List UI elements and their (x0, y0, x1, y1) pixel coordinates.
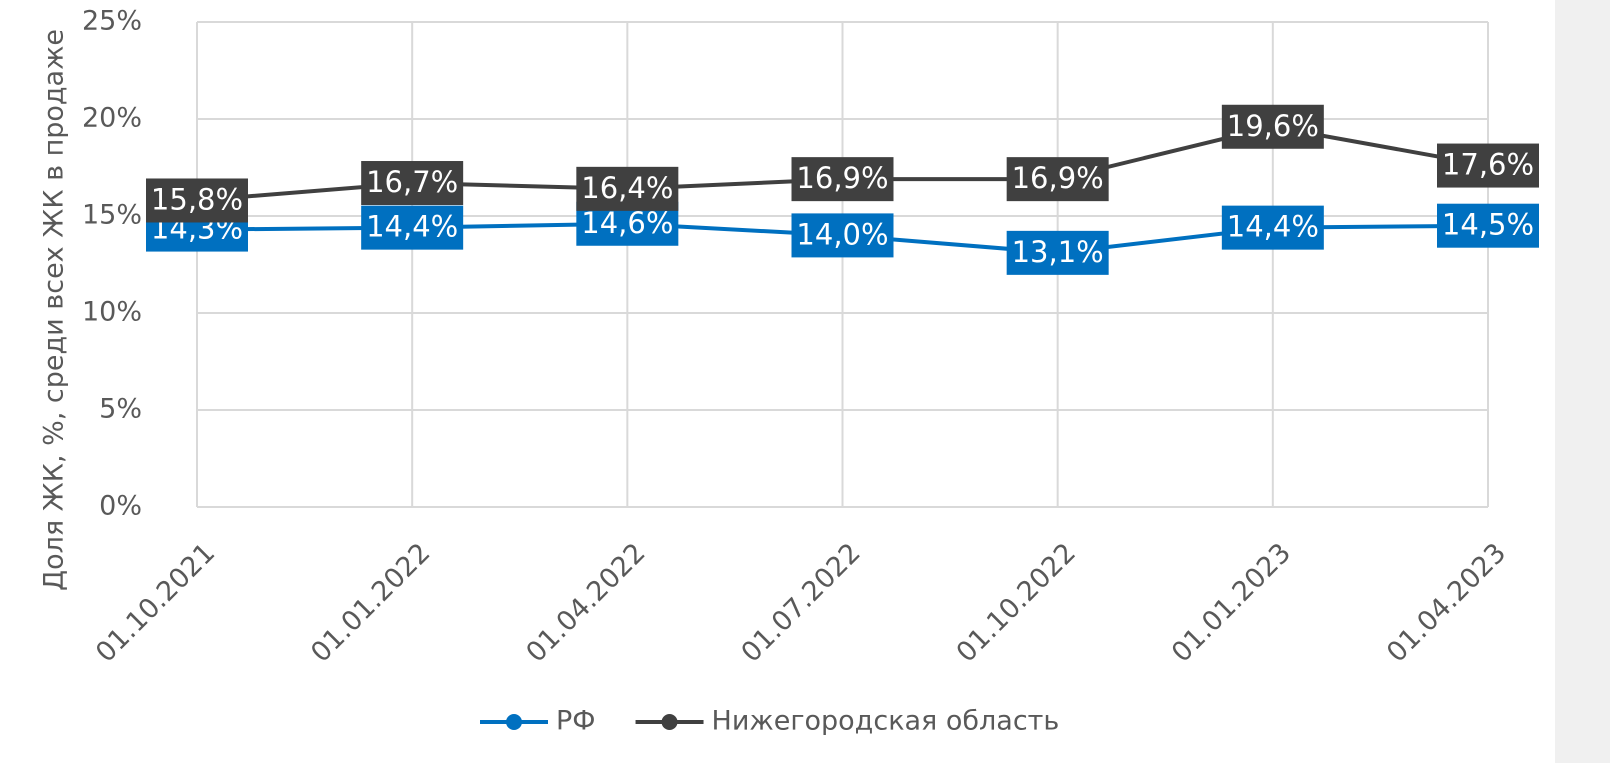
y-tick-label: 25% (82, 6, 142, 37)
data-label: 14,6% (581, 206, 673, 240)
data-label-box (146, 178, 248, 223)
data-label-box (791, 157, 894, 202)
data-label-box (1221, 205, 1324, 250)
x-tick-label: 01.10.2022 (951, 537, 1082, 668)
data-label-box (361, 161, 464, 206)
x-tick-label: 01.10.2021 (90, 537, 221, 668)
data-label: 14,0% (796, 217, 888, 251)
data-label-box (1006, 157, 1109, 202)
data-label: 14,4% (1227, 210, 1319, 244)
x-tick-label: 01.01.2023 (1166, 537, 1297, 668)
x-tick-label: 01.07.2022 (736, 537, 867, 668)
data-label-box (576, 166, 679, 211)
y-tick-label: 10% (82, 297, 142, 328)
legend-label: РФ (556, 706, 596, 737)
data-label: 13,1% (1012, 235, 1104, 269)
data-label: 16,7% (366, 165, 458, 199)
legend-marker (506, 714, 522, 730)
legend-label: Нижегородская область (712, 706, 1060, 737)
y-tick-label: 5% (99, 394, 142, 425)
y-tick-label: 20% (82, 103, 142, 134)
data-label-box (1437, 203, 1539, 248)
data-label: 14,4% (366, 210, 458, 244)
y-tick-label: 15% (82, 200, 142, 231)
data-label-box (1006, 230, 1109, 275)
y-axis-title: Доля ЖК, %, среди всех ЖК в продаже (39, 29, 70, 591)
data-label: 15,8% (151, 182, 243, 216)
data-label-box (1437, 143, 1539, 188)
y-tick-label: 0% (99, 491, 142, 522)
side-strip (1555, 0, 1610, 763)
data-label: 16,9% (796, 161, 888, 195)
data-label-box (791, 213, 894, 258)
data-label: 16,4% (581, 171, 673, 205)
legend-marker (661, 714, 678, 730)
x-tick-label: 01.01.2022 (305, 537, 436, 668)
x-tick-label: 01.04.2023 (1381, 537, 1512, 668)
x-tick-label: 01.04.2022 (520, 537, 651, 668)
data-label: 16,9% (1012, 161, 1104, 195)
data-label: 19,6% (1227, 109, 1319, 143)
data-label: 14,5% (1442, 208, 1534, 242)
data-label: 17,6% (1442, 148, 1534, 182)
data-label-box (361, 205, 464, 250)
data-label-box (1221, 104, 1324, 149)
